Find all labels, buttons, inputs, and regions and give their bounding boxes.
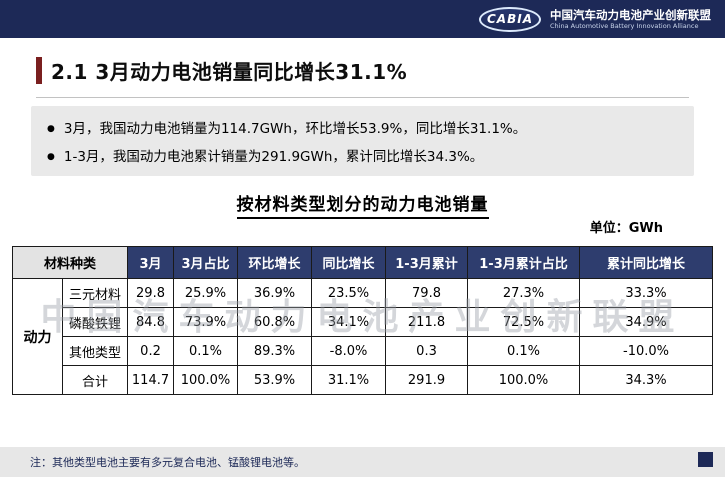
table-cell: 0.2 [127,336,175,366]
category-cell: 磷酸铁锂 [61,307,129,337]
table-cell: 25.9% [173,278,239,308]
column-header-march: 3月 [127,246,175,279]
column-header-mom-growth: 环比增长 [237,246,313,279]
bullet-item: ● 1-3月，我国动力电池累计销量为291.9GWh，累计同比增长34.3%。 [47,145,678,165]
bullet-text: 3月，我国动力电池销量为114.7GWh，环比增长53.9%，同比增长31.1%… [63,121,527,137]
table-cell: 79.8 [385,278,469,308]
column-header-yoy-growth: 同比增长 [311,246,387,279]
table-cell: 27.3% [467,278,581,308]
table-cell: 33.3% [579,278,714,308]
table-cell: 0.1% [173,336,239,366]
bullet-icon: ● [47,124,55,134]
table-cell: 291.9 [385,365,469,395]
table-title-row: 按材料类型划分的动力电池销量 [0,190,725,219]
org-name-cn: 中国汽车动力电池产业创新联盟 [550,7,711,22]
category-cell: 其他类型 [61,336,129,366]
table-row: 磷酸铁锂 84.8 73.9% 60.8% 34.1% 211.8 72.5% … [13,307,714,337]
cabia-logo-text: CABIA [487,12,533,26]
column-header-march-share: 3月占比 [173,246,239,279]
table-cell: 100.0% [467,365,581,395]
table-cell: 34.9% [579,307,714,337]
footer-note: 注：其他类型电池主要有多元复合电池、锰酸锂电池等。 [30,456,305,469]
unit-label: 单位：GWh [589,221,663,236]
table-cell: 211.8 [385,307,469,337]
table-cell: 34.1% [311,307,387,337]
bullet-item: ● 3月，我国动力电池销量为114.7GWh，环比增长53.9%，同比增长31.… [47,117,678,137]
column-header-cum-share: 1-3月累计占比 [467,246,581,279]
bullet-icon: ● [47,152,55,162]
table-row-total: 合计 114.7 100.0% 53.9% 31.1% 291.9 100.0%… [13,365,714,395]
table-cell: 84.8 [127,307,175,337]
table-cell: 31.1% [311,365,387,395]
column-header-material: 材料种类 [11,246,129,279]
bullet-text: 1-3月，我国动力电池累计销量为291.9GWh，累计同比增长34.3%。 [63,149,484,165]
table-title: 按材料类型划分的动力电池销量 [236,190,489,219]
table-cell: -8.0% [311,336,387,366]
table-cell: 89.3% [237,336,313,366]
table-cell: 23.5% [311,278,387,308]
table-header-row: 材料种类 3月 3月占比 环比增长 同比增长 1-3月累计 1-3月累计占比 累… [11,246,714,279]
summary-box: ● 3月，我国动力电池销量为114.7GWh，环比增长53.9%，同比增长31.… [31,106,694,176]
table-cell: 36.9% [237,278,313,308]
cabia-logo-icon: CABIA [479,6,541,32]
table-cell: 34.3% [579,365,714,395]
title-row: 2.1 3月动力电池销量同比增长31.1% [36,56,407,85]
battery-sales-table-wrap: 材料种类 3月 3月占比 环比增长 同比增长 1-3月累计 1-3月累计占比 累… [11,246,714,395]
org-name-en: China Automotive Battery Innovation Alli… [550,22,699,31]
org-name-block: 中国汽车动力电池产业创新联盟 China Automotive Battery … [550,8,711,31]
table-row: 其他类型 0.2 0.1% 89.3% -8.0% 0.3 0.1% -10.0… [13,336,714,366]
category-cell: 三元材料 [61,278,129,308]
table-cell: 73.9% [173,307,239,337]
table-row: 动力 三元材料 29.8 25.9% 36.9% 23.5% 79.8 27.3… [12,278,714,395]
table-cell: 0.1% [467,336,581,366]
title-divider [36,97,689,98]
title-accent-bar [36,57,42,84]
table-cell: 53.9% [237,365,313,395]
table-cell: 0.3 [385,336,469,366]
header-bar: CABIA 中国汽车动力电池产业创新联盟 China Automotive Ba… [0,0,725,38]
column-header-cum-total: 1-3月累计 [385,246,469,279]
footer-bar: 注：其他类型电池主要有多元复合电池、锰酸锂电池等。 [0,447,725,477]
battery-sales-table: 材料种类 3月 3月占比 环比增长 同比增长 1-3月累计 1-3月累计占比 累… [11,246,714,395]
table-cell: 72.5% [467,307,581,337]
table-cell: -10.0% [579,336,714,366]
table-cell: 100.0% [173,365,239,395]
page-marker [698,452,713,467]
column-header-cum-yoy: 累计同比增长 [579,246,714,279]
table-cell: 29.8 [127,278,175,308]
table-cell: 114.7 [127,365,175,395]
table-cell: 60.8% [237,307,313,337]
page-title: 2.1 3月动力电池销量同比增长31.1% [51,60,408,84]
group-label-cell: 动力 [12,278,63,395]
category-cell-total: 合计 [61,365,129,395]
org-logo: CABIA 中国汽车动力电池产业创新联盟 China Automotive Ba… [479,6,711,32]
